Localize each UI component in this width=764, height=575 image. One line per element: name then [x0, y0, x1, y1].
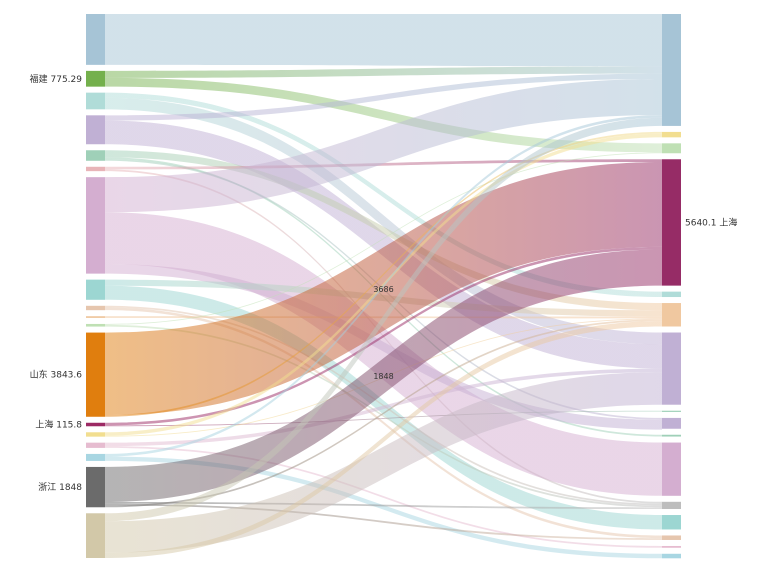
source-node-s11[interactable] [86, 332, 105, 417]
source-node-s12[interactable] [86, 422, 105, 427]
sankey-link-s4-t5[interactable] [105, 150, 662, 311]
target-node-label-t3: 5640.1 上海 [685, 216, 737, 228]
source-node-s14[interactable] [86, 442, 105, 448]
source-node-s7[interactable] [86, 279, 105, 300]
target-node-t3[interactable] [662, 159, 681, 286]
sankey-link-s11-t3[interactable] [105, 161, 662, 416]
sankey-link-s16-t5[interactable] [105, 319, 662, 508]
source-node-label-s1: 福建 775.29 [30, 73, 83, 85]
source-node-s15[interactable] [86, 453, 105, 461]
links-layer [105, 14, 662, 559]
sankey-link-s11-t1[interactable] [105, 131, 662, 417]
source-node-s6[interactable] [86, 177, 105, 274]
target-node-t4[interactable] [662, 291, 681, 298]
target-node-t6[interactable] [662, 332, 681, 405]
sankey-link-s2-t6[interactable] [105, 97, 662, 345]
source-node-s17[interactable] [86, 513, 105, 558]
sankey-link-s10-t2[interactable] [105, 152, 662, 325]
sankey-link-s1-t0[interactable] [105, 66, 662, 78]
source-node-s10[interactable] [86, 323, 105, 327]
source-node-s1[interactable] [86, 70, 105, 87]
source-node-s13[interactable] [86, 432, 105, 437]
source-node-s16[interactable] [86, 466, 105, 508]
sankey-link-s16-t3[interactable] [105, 249, 662, 503]
sankey-link-s1-t2[interactable] [105, 77, 662, 153]
source-node-label-s11: 山东 3843.6 [30, 369, 83, 381]
target-node-t0[interactable] [662, 14, 681, 126]
sankey-link-s0-t0[interactable] [105, 14, 662, 67]
source-node-s9[interactable] [86, 316, 105, 318]
target-node-t13[interactable] [662, 535, 681, 540]
sankey-link-s6-t8[interactable] [105, 263, 662, 430]
target-node-t9[interactable] [662, 434, 681, 437]
sankey-link-s10-t11[interactable] [105, 324, 662, 508]
source-node-s0[interactable] [86, 14, 105, 65]
sankey-link-s12-t7[interactable] [105, 410, 662, 427]
source-node-label-s12: 上海 115.8 [35, 419, 82, 431]
target-node-t14[interactable] [662, 545, 681, 548]
source-node-s3[interactable] [86, 115, 105, 145]
sankey-link-s12-t3[interactable] [105, 246, 662, 426]
sankey-link-s16-t13[interactable] [105, 503, 662, 540]
link-label-1: 3686 [373, 285, 393, 294]
sankey-link-s15-t15[interactable] [105, 456, 662, 559]
sankey-link-s17-t5[interactable] [105, 321, 662, 558]
sankey-link-s8-t13[interactable] [105, 307, 662, 539]
sankey-link-s8-t11[interactable] [105, 305, 662, 506]
target-node-t1[interactable] [662, 131, 681, 138]
target-node-t5[interactable] [662, 303, 681, 327]
sankey-link-s15-t0[interactable] [105, 115, 662, 457]
source-node-s8[interactable] [86, 305, 105, 311]
sankey-link-s17-t0[interactable] [105, 117, 662, 522]
sankey-link-s16-t11[interactable] [105, 502, 662, 510]
sankey-link-s6-t0[interactable] [105, 78, 662, 213]
target-node-t10[interactable] [662, 442, 681, 496]
target-node-t11[interactable] [662, 501, 681, 510]
sankey-link-s17-t6[interactable] [105, 372, 662, 553]
target-node-t15[interactable] [662, 553, 681, 559]
sankey-link-s2-t4[interactable] [105, 92, 662, 298]
source-node-s2[interactable] [86, 92, 105, 110]
link-label-3: 1848 [373, 372, 393, 381]
sankey-link-s14-t6[interactable] [105, 368, 662, 447]
source-node-label-s16: 浙江 1848 [38, 481, 82, 493]
target-node-t2[interactable] [662, 143, 681, 154]
target-node-t7[interactable] [662, 410, 681, 412]
sankey-link-s3-t0[interactable] [105, 73, 662, 121]
target-node-t12[interactable] [662, 515, 681, 530]
nodes-layer [86, 14, 681, 559]
sankey-link-s3-t6[interactable] [105, 120, 662, 369]
sankey-link-s14-t14[interactable] [105, 446, 662, 548]
labels-layer: 福建 775.29 山东 3843.6 上海 115.8 浙江 1848 5640.1 … [30, 73, 738, 493]
source-node-s4[interactable] [86, 150, 105, 161]
source-node-s5[interactable] [86, 166, 105, 172]
target-node-t8[interactable] [662, 417, 681, 429]
